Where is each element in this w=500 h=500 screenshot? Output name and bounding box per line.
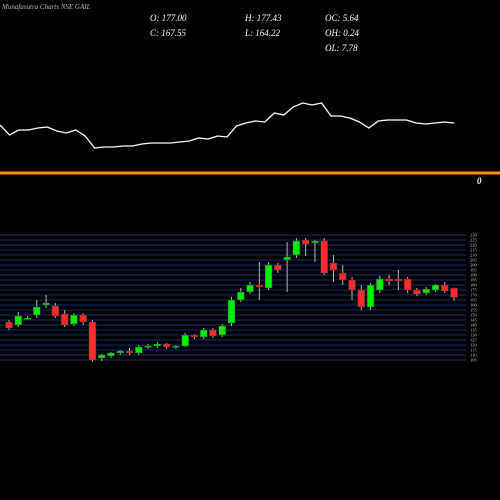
candle-body [88,321,97,361]
y-tick-label: 105 [470,358,478,363]
candle-body [97,354,106,359]
candle-body [209,329,217,337]
stat-label: C: 167.55 [150,28,187,38]
y-tick-label: 140 [470,323,478,328]
candle-body [181,334,189,347]
stat-label: OL: 7.78 [325,43,358,53]
zero-label: 0 [477,176,482,186]
stat-label: OH: 0.24 [325,28,359,38]
y-tick-label: 215 [470,248,478,253]
y-tick-label: 115 [470,348,477,353]
candle-body [162,343,171,348]
candle-body [199,329,208,338]
candle-body [79,314,87,323]
candle-body [339,272,347,281]
y-tick-label: 160 [470,303,478,308]
chart-title: Munafasutra Charts NSE GAIL [1,3,91,11]
stat-label: OC: 5.64 [325,13,359,23]
y-tick-label: 125 [470,338,478,343]
candle-body [440,284,449,292]
y-tick-label: 205 [470,258,478,263]
candle-body [376,278,384,291]
candle-body [292,240,301,256]
stat-label: H: 177.43 [244,13,282,23]
candle-body [237,291,245,301]
candle-body [422,288,430,294]
y-tick-label: 130 [470,333,478,338]
stat-label: O: 177.00 [150,13,187,23]
candle-body [116,350,124,354]
candle-body [23,317,32,320]
candle-body [125,350,134,354]
candle-body [413,289,421,295]
candle-body [357,289,366,308]
candle-body [70,314,78,325]
y-tick-label: 195 [470,268,478,273]
candle-body [51,305,60,317]
candle-body [264,264,273,289]
y-tick-label: 155 [470,308,478,313]
y-tick-label: 230 [470,233,478,238]
candle-body [172,345,180,348]
candle-body [329,262,338,271]
candle-body [135,346,143,354]
candle-body [403,278,412,291]
candle-body [283,256,291,261]
y-tick-label: 120 [470,343,478,348]
candle-body [311,240,319,244]
candle-body [5,321,13,329]
y-tick-label: 185 [470,278,478,283]
y-tick-label: 210 [470,253,478,258]
candle-body [385,278,393,282]
candle-body [431,284,440,291]
candle-body [301,239,310,245]
candle-body [42,302,50,306]
y-tick-label: 145 [470,318,478,323]
candle-body [274,264,282,271]
candle-body [348,279,356,291]
y-tick-label: 200 [470,263,478,268]
candle-body [394,278,403,282]
candle-body [255,284,264,288]
y-tick-label: 150 [470,313,478,318]
candle-body [144,345,152,348]
candle-body [450,287,458,298]
candle-body [246,284,254,293]
y-tick-label: 165 [470,298,478,303]
candle-body [107,352,115,357]
y-tick-label: 180 [470,283,478,288]
y-tick-label: 170 [470,293,478,298]
candle-body [14,315,23,326]
candle-body [218,325,226,336]
candle-body [227,299,236,324]
candle-body [190,334,199,338]
stat-label: L: 164.22 [244,28,281,38]
y-tick-label: 135 [470,328,478,333]
y-tick-label: 190 [470,273,478,278]
candle-body [33,306,41,316]
candle-body [366,284,375,308]
y-tick-label: 110 [470,353,477,358]
y-tick-label: 225 [470,238,478,243]
candle-body [60,313,69,326]
candle-body [320,240,328,274]
candle-body [153,343,162,347]
y-tick-label: 175 [470,288,478,293]
indicator-line [0,102,455,149]
y-tick-label: 220 [470,243,478,248]
